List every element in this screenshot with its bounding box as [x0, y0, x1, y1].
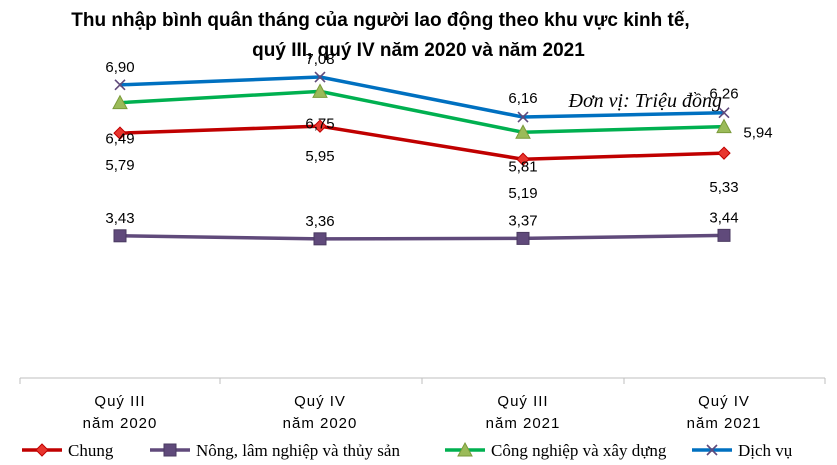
point-2-2	[515, 124, 531, 139]
x-tick-label-2-0: Quý III	[497, 393, 548, 410]
data-label-1-1: 3,36	[305, 213, 334, 230]
x-tick-label-1-1: năm 2020	[283, 415, 358, 432]
x-tick-label-0-0: Quý III	[94, 393, 145, 410]
data-label-3-1: 7,08	[305, 51, 334, 68]
chart-title-line2: quý III, quý IV năm 2020 và năm 2021	[252, 40, 585, 61]
data-label-1-0: 3,43	[105, 210, 134, 227]
data-label-3-3: 6,26	[709, 86, 738, 103]
legend-label-3: Dịch vụ	[738, 441, 793, 460]
series-line-1	[119, 233, 725, 241]
data-label-1-2: 3,37	[508, 212, 537, 229]
point-2-0	[112, 94, 128, 110]
series-line-3	[119, 75, 725, 119]
legend-label-2: Công nghiệp và xây dựng	[491, 441, 667, 460]
point-1-0	[113, 229, 127, 243]
legend-label-1: Nông, lâm nghiệp và thủy sản	[196, 441, 400, 460]
point-0-3	[717, 146, 731, 160]
legend-marker-2	[457, 441, 473, 457]
x-tick-label-1-0: Quý IV	[294, 393, 346, 410]
point-3-0	[114, 79, 126, 91]
series-line-0	[119, 124, 725, 161]
data-label-2-0: 6,49	[105, 131, 134, 148]
point-1-3	[717, 228, 731, 242]
point-3-1	[314, 71, 326, 83]
point-0-1	[313, 119, 327, 133]
point-0-0	[113, 126, 127, 140]
x-tick-label-3-0: Quý IV	[698, 393, 750, 410]
point-3-2	[517, 111, 529, 123]
series-line-2	[119, 89, 725, 135]
data-label-0-3: 5,33	[709, 179, 738, 196]
data-label-2-2: 5,81	[508, 158, 537, 175]
data-label-3-0: 6,90	[105, 59, 134, 76]
data-label-0-2: 5,19	[508, 185, 537, 202]
data-label-0-0: 5,79	[105, 157, 134, 174]
data-label-0-1: 5,95	[305, 148, 334, 165]
x-tick-label-0-1: năm 2020	[83, 415, 158, 432]
data-label-2-1: 6,75	[305, 115, 334, 132]
data-label-3-2: 6,16	[508, 90, 537, 107]
point-1-1	[313, 232, 327, 246]
legend-marker-1	[163, 443, 177, 457]
data-label-1-3: 3,44	[709, 209, 738, 226]
legend-marker-3	[706, 444, 718, 456]
unit-label: Đơn vị: Triệu đồng	[568, 90, 722, 112]
x-tick-label-3-1: năm 2021	[687, 415, 762, 432]
point-2-1	[312, 83, 328, 98]
legend-marker-0	[35, 443, 49, 457]
legend-label-0: Chung	[68, 441, 114, 460]
point-1-2	[516, 231, 530, 245]
point-0-2	[516, 152, 530, 166]
point-3-3	[718, 107, 730, 119]
chart-title-line1: Thu nhập bình quân tháng của người lao đ…	[71, 10, 690, 31]
point-2-3	[716, 118, 732, 134]
data-label-2-3: 5,94	[743, 125, 772, 142]
x-tick-label-2-1: năm 2021	[486, 415, 561, 432]
